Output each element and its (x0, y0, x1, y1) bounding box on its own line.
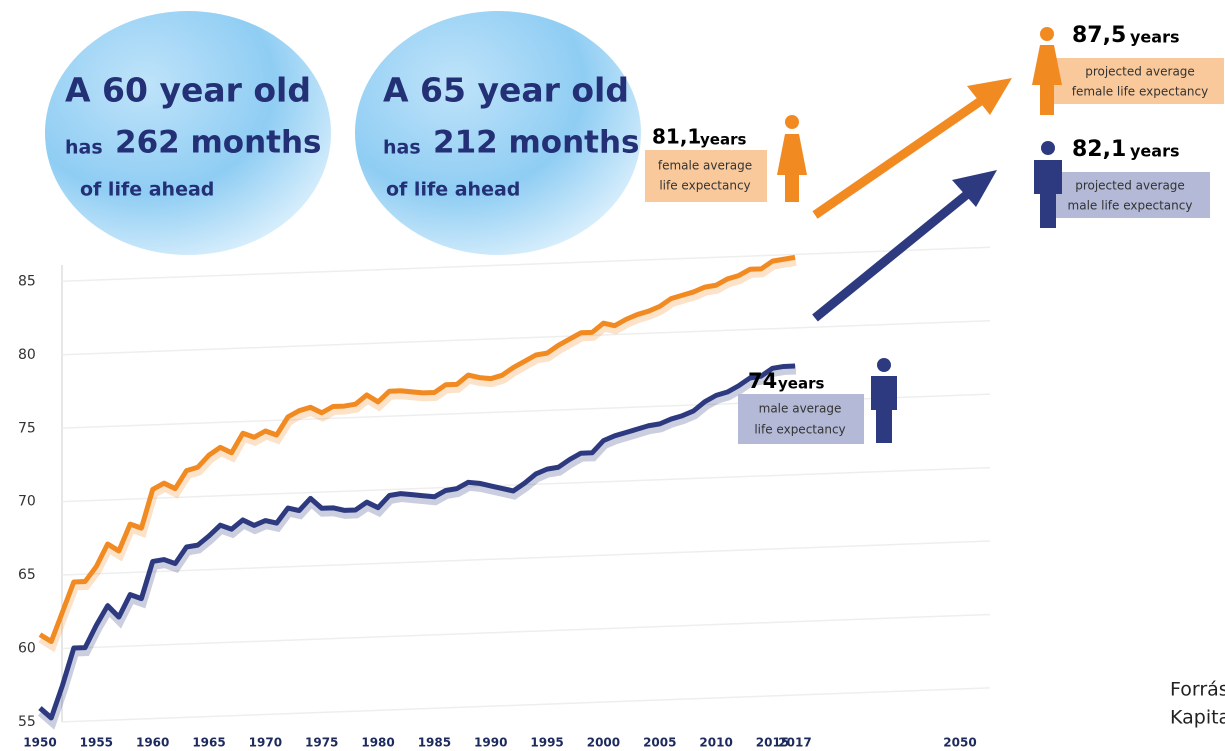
x-tick-label: 1950 (23, 736, 56, 750)
x-tick-label: 1985 (418, 736, 451, 750)
x-tick-label: 1990 (474, 736, 507, 750)
annotation-unit: years (1130, 142, 1180, 161)
y-tick-label: 65 (18, 567, 36, 583)
annotation-text: male average (759, 402, 842, 416)
bubble-months: 262 months (115, 125, 322, 161)
bubble-title: A 60 year old (65, 71, 311, 110)
annotation-text: projected average (1085, 65, 1195, 79)
annotation-value: 81,1 (652, 125, 701, 149)
x-tick-label: 1960 (136, 736, 169, 750)
arrow (812, 78, 1012, 219)
x-tick-label: 1980 (361, 736, 394, 750)
annotation-text: female life expectancy (1072, 85, 1209, 99)
y-tick-label: 55 (18, 714, 36, 730)
y-tick-label: 60 (18, 641, 36, 657)
annotation-text: female average (658, 159, 752, 173)
bubble: A 65 year old has 212 months of life ahe… (355, 11, 641, 255)
annotation-unit: years (1130, 28, 1180, 47)
series-line (38, 254, 796, 645)
annotation-value: 82,1 (1072, 137, 1126, 162)
x-tick-label: 1965 (192, 736, 225, 750)
annotation-value: 87,5 (1072, 23, 1126, 48)
annotation: 81,1 years female average life expectanc… (645, 115, 807, 202)
arrow (812, 170, 997, 322)
source: Forrás (1170, 679, 1225, 701)
x-tick-label: 1995 (530, 736, 563, 750)
x-tick-label: 1975 (305, 736, 338, 750)
grid-line (62, 540, 990, 576)
grid-line (62, 246, 990, 283)
annotation-text: projected average (1075, 179, 1185, 193)
bubble-title: A 65 year old (383, 71, 629, 110)
bubble-text: of life ahead (386, 179, 520, 201)
source: Kapita (1170, 707, 1225, 729)
plot (37, 246, 990, 730)
bubble-prefix: has (65, 137, 103, 159)
annotation-text: male life expectancy (1068, 199, 1193, 213)
y-tick-label: 70 (18, 494, 36, 510)
bubble-months: 212 months (433, 125, 640, 161)
bubble: A 60 year old has 262 months of life ahe… (45, 11, 331, 255)
annotation-text: life expectancy (659, 179, 750, 193)
x-tick-label: 2050 (943, 736, 976, 750)
annotation: 82,1 years projected average male life e… (1034, 137, 1210, 228)
annotation-text: life expectancy (754, 423, 845, 437)
line-shadow (38, 256, 797, 653)
x-tick-label: 2010 (699, 736, 732, 750)
x-tick-label: 2015 (756, 736, 789, 750)
y-tick-label: 85 (18, 273, 36, 289)
x-tick-label: 2005 (643, 736, 676, 750)
bubble-text: of life ahead (80, 179, 214, 201)
x-tick-label: 1955 (80, 736, 113, 750)
grid-line (62, 613, 990, 650)
annotation-unit: years (700, 131, 746, 149)
grid-line (62, 687, 990, 723)
bubble-prefix: has (383, 137, 421, 159)
x-tick-label: 2000 (587, 736, 620, 750)
grid-line (62, 319, 990, 356)
annotation-value: 74 (748, 369, 777, 393)
annotation: 74 years male average life expectancy (738, 358, 897, 444)
line-shadow (37, 365, 796, 730)
y-tick-label: 75 (18, 420, 36, 436)
x-tick-label: 2017 (778, 736, 811, 750)
series-line (38, 363, 795, 721)
annotation: 87,5 years projected average female life… (1032, 23, 1224, 115)
y-tick-label: 80 (18, 347, 36, 363)
annotation-unit: years (778, 375, 824, 393)
x-tick-label: 1970 (249, 736, 282, 750)
